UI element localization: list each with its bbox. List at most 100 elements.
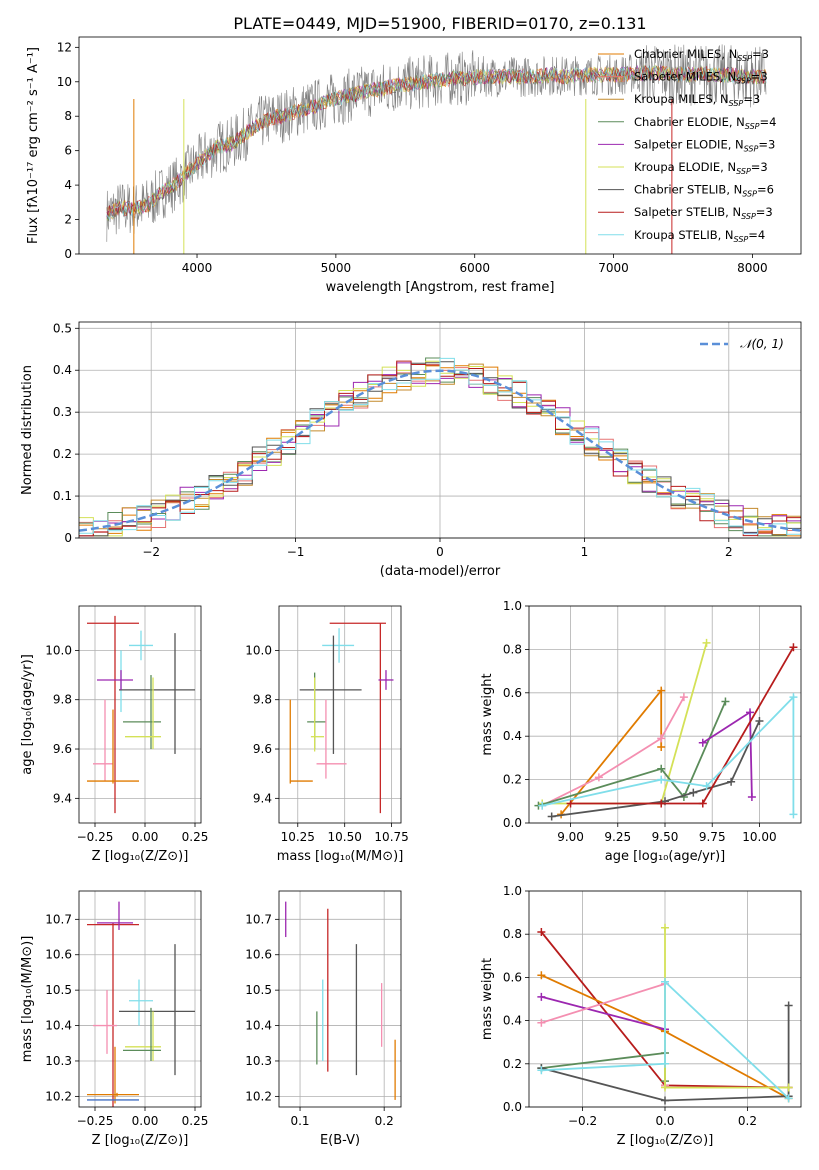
mass_vs_EBV-axes: 0.1 0.2 10.2 10.3 10.4 10.5 10.6 10.7 E(B-V) xyxy=(245,890,402,1148)
error-bar-point xyxy=(378,670,394,690)
axes-frame xyxy=(278,890,402,1108)
mass-weight-marker xyxy=(789,643,798,652)
legend-sub: SSP xyxy=(736,167,751,176)
mass-weight-series xyxy=(547,717,764,821)
error-bar-point xyxy=(93,990,117,1054)
mass-weight-series xyxy=(557,686,666,819)
x-tick-label: −0.25 xyxy=(77,1114,114,1128)
mass_vs_Z-axes: −0.25 0.00 0.25 10.2 10.3 10.4 10.5 10.6 10.7 Z [… xyxy=(20,890,208,1148)
legend-label: Kroupa STELIB, N xyxy=(634,228,734,242)
y-tick-label: 10.2 xyxy=(245,1089,272,1103)
x-tick-label: 10.25 xyxy=(281,830,315,844)
x-tick-label: 0.00 xyxy=(132,830,159,844)
x-tick-label: 9.25 xyxy=(604,830,631,844)
x-tick-label: 0.2 xyxy=(738,1114,757,1128)
y-tick-label: 10.4 xyxy=(45,1019,72,1033)
y-tick-label: 2 xyxy=(64,213,72,227)
mass-weight-series xyxy=(537,992,669,1034)
x-tick-label: 7000 xyxy=(598,261,629,275)
x-axis-label: Z [log₁₀(Z/Z⊙)] xyxy=(92,849,189,864)
legend-tail: =3 xyxy=(758,137,775,151)
error-bar-point xyxy=(119,944,195,1076)
mass-weight-marker xyxy=(789,693,798,702)
y-tick-label: 0.8 xyxy=(503,927,522,941)
error-bar-point xyxy=(129,979,153,1026)
y-tick-label: 0.6 xyxy=(503,686,522,700)
axes-frame xyxy=(78,36,802,255)
legend-entry: Salpeter MILES, NSSP=3 xyxy=(634,70,768,86)
error-bar-point xyxy=(310,677,325,752)
mass-weight-marker xyxy=(538,801,547,810)
y-tick-label: 10.6 xyxy=(245,948,272,962)
y-tick-label: 1.0 xyxy=(503,884,522,898)
x-tick-label: 0.1 xyxy=(290,1114,309,1128)
legend-entry: Kroupa MILES, NSSP=3 xyxy=(634,92,760,108)
y-tick-label: 10.0 xyxy=(45,643,72,657)
legend-sub: SSP xyxy=(737,54,752,63)
y-tick-label: 10.7 xyxy=(45,912,72,926)
error-bar-point xyxy=(299,635,362,754)
legend-sub: SSP xyxy=(744,144,759,153)
error-bar-point xyxy=(97,901,133,930)
x-tick-label: 5000 xyxy=(321,261,352,275)
legend-entry: Chabrier MILES, NSSP=3 xyxy=(634,47,769,63)
model-spectrum-line xyxy=(106,65,767,221)
model-spectrum-line xyxy=(106,65,767,218)
legend-sub: SSP xyxy=(745,122,760,131)
y-tick-label: 0.4 xyxy=(53,363,72,377)
mass-weight-series xyxy=(566,643,798,808)
mass-weight-marker xyxy=(755,717,764,726)
error-bar-point xyxy=(119,633,195,754)
legend-tail: =4 xyxy=(748,228,765,242)
error-bar-point xyxy=(123,675,161,750)
legend-tail: =3 xyxy=(752,47,769,61)
x-tick-label: −0.25 xyxy=(77,830,114,844)
y-tick-label: 10.7 xyxy=(245,912,272,926)
mass-weight-marker xyxy=(698,799,707,808)
legend-entry: 𝒩(0, 1) xyxy=(740,337,784,351)
legend-sub: SSP xyxy=(734,235,749,244)
residuals-axes: −2 −1 0 1 2 0 0.1 0.2 0.3 0.4 0.5 (data-model)/erro… xyxy=(20,321,802,579)
age_vs_mass-axes: 10.25 10.50 10.75 9.4 9.6 9.8 10.0 mass [log₁₀(… xyxy=(245,605,409,864)
mass-weight-marker xyxy=(537,1018,546,1027)
legend-sub: SSP xyxy=(736,77,751,86)
mass-weight-marker xyxy=(657,734,666,743)
mass-weight-line xyxy=(541,696,685,807)
y-tick-label: 9.4 xyxy=(53,791,72,805)
mass-weight-line xyxy=(538,701,727,807)
x-axis-label: wavelength [Angstrom, rest frame] xyxy=(326,280,555,295)
mass-weight-marker xyxy=(537,928,546,937)
mass_weight_vs_age-axes: 9.00 9.25 9.50 9.75 10.00 0.0 0.2 0.4 0.6 0.8 1.0 a… xyxy=(480,599,802,864)
mass-weight-marker xyxy=(566,799,575,808)
mass-weight-marker xyxy=(747,792,756,801)
legend-tail: =3 xyxy=(743,92,760,106)
y-tick-label: 9.8 xyxy=(53,693,72,707)
y-tick-label: 4 xyxy=(64,178,72,192)
error-bar-point xyxy=(123,1007,161,1061)
mass-weight-marker xyxy=(661,1059,669,1068)
mass-weight-series xyxy=(661,923,793,1092)
mass-weight-marker xyxy=(537,1066,546,1075)
y-tick-label: 0.2 xyxy=(503,773,522,787)
y-tick-label: 9.8 xyxy=(253,693,272,707)
y-tick-label: 10.6 xyxy=(45,948,72,962)
legend-entry: Chabrier ELODIE, NSSP=4 xyxy=(634,115,776,131)
x-axis-label: Z [log₁₀(Z/Z⊙)] xyxy=(617,1133,714,1148)
legend-entry: Kroupa STELIB, NSSP=4 xyxy=(634,228,765,244)
x-axis-label: age [log₁₀(age/yr)] xyxy=(605,849,726,864)
y-tick-label: 0.5 xyxy=(53,321,72,335)
mass_vs_Z-plot-area xyxy=(87,901,195,1107)
legend-entry: Kroupa ELODIE, NSSP=3 xyxy=(634,160,768,176)
mass-weight-line xyxy=(541,995,666,1031)
axes-frame xyxy=(78,321,802,539)
x-tick-label: 0.00 xyxy=(132,1114,159,1128)
error-bar-point xyxy=(322,628,355,663)
spectrum-axes: 4000 5000 6000 7000 8000 0 2 4 6 8 10 12 wavelength … xyxy=(26,36,802,295)
x-axis-label: mass [log₁₀(M/M⊙)] xyxy=(277,849,404,864)
x-tick-label: 0.2 xyxy=(375,1114,394,1128)
y-tick-label: 0 xyxy=(64,531,72,545)
x-tick-label: 9.50 xyxy=(652,830,679,844)
mass-weight-marker xyxy=(661,1083,669,1092)
mass-weight-line xyxy=(541,979,790,1100)
spectrum-plot-area xyxy=(106,44,767,254)
